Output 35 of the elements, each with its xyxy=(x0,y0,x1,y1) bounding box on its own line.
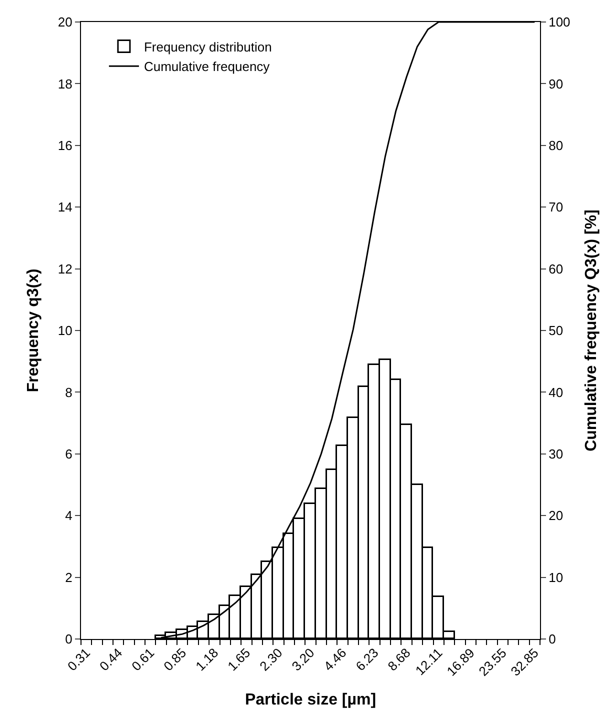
y2-tick-label: 60 xyxy=(548,261,564,276)
y2-tick-label: 50 xyxy=(548,323,564,338)
y2-tick-label: 20 xyxy=(548,508,564,524)
x-tick-label: 8.68 xyxy=(384,645,414,674)
x-tick-label: 3.20 xyxy=(288,645,318,674)
y2-tick-label: 70 xyxy=(548,200,564,215)
y2-axis-title: Cumulative frequency Q3(x) [%] xyxy=(583,210,600,452)
x-tick-label: 0.31 xyxy=(64,645,94,674)
x-tick-label: 0.61 xyxy=(128,645,158,674)
y-tick-label: 12 xyxy=(58,261,72,276)
y-axis-title: Frequency q3(x) xyxy=(24,268,42,392)
x-tick-label: 6.23 xyxy=(352,645,382,674)
y-tick-label: 14 xyxy=(58,200,72,215)
y-tick-label: 6 xyxy=(65,446,72,462)
y-tick-label: 10 xyxy=(58,323,72,338)
y-tick-label: 0 xyxy=(65,632,72,647)
y2-tick-label: 0 xyxy=(548,632,556,647)
legend-label: Frequency distribution xyxy=(144,39,272,54)
legend-label: Cumulative frequency xyxy=(144,59,270,74)
y-tick-label: 8 xyxy=(65,384,72,400)
y2-tick-label: 90 xyxy=(548,76,564,92)
x-axis-title: Particle size [µm] xyxy=(244,692,376,709)
y2-tick-label: 30 xyxy=(548,446,564,462)
y-tick-label: 16 xyxy=(58,138,72,153)
x-tick-label: 0.85 xyxy=(160,645,190,674)
y2-tick-label: 100 xyxy=(548,14,570,30)
y-tick-label: 2 xyxy=(65,570,72,585)
y2-tick-label: 40 xyxy=(548,384,564,400)
y-tick-label: 20 xyxy=(58,14,72,30)
y-tick-label: 18 xyxy=(58,76,72,92)
y-tick-label: 4 xyxy=(65,508,72,524)
x-tick-label: 4.46 xyxy=(320,645,350,674)
x-tick-label: 0.44 xyxy=(96,645,126,674)
y2-tick-label: 10 xyxy=(548,570,564,585)
y2-tick-label: 80 xyxy=(548,138,564,153)
